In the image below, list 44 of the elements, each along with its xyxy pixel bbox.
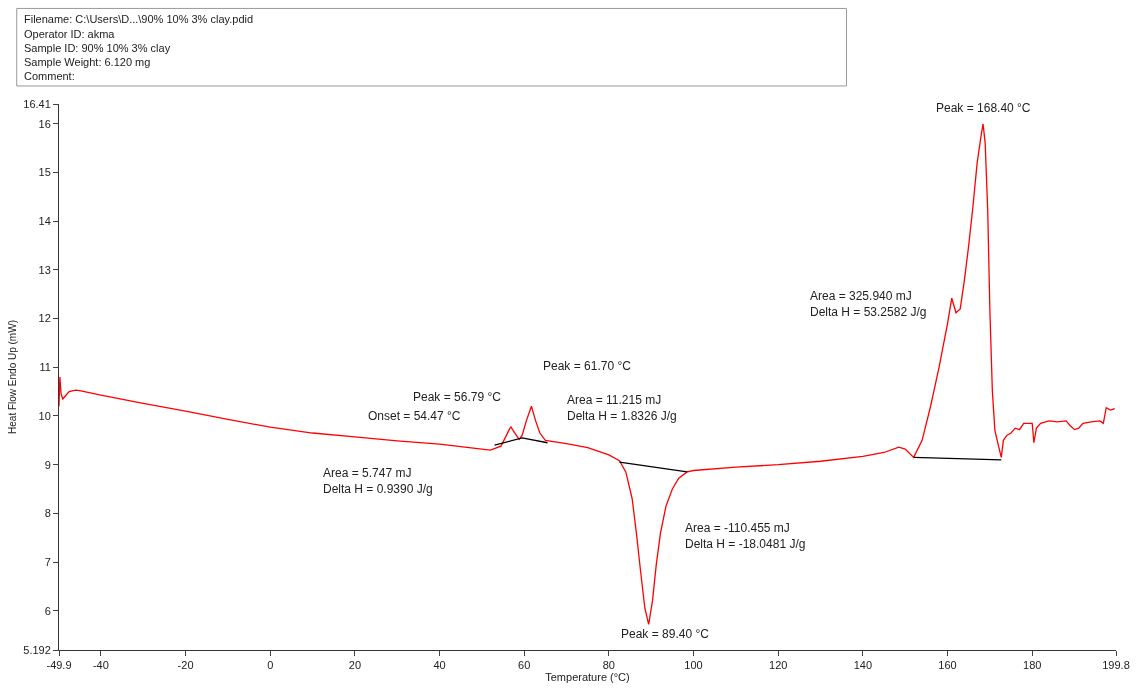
x-tick-label: 100 bbox=[684, 659, 703, 672]
x-tick-label: 0 bbox=[267, 659, 274, 672]
x-tick-label: -49.9 bbox=[46, 659, 72, 672]
annotation: Onset = 54.47 °C bbox=[368, 409, 461, 423]
line-series bbox=[59, 123, 1116, 625]
text: Sample Weight: 6.120 mg bbox=[24, 56, 151, 68]
x-tick-label: 40 bbox=[433, 659, 446, 672]
annotation: Peak = 61.70 °C bbox=[543, 359, 632, 373]
y-tick-label: 14 bbox=[38, 215, 51, 228]
y-tick-label: 5.192 bbox=[23, 643, 51, 656]
x-tick-label: 80 bbox=[602, 659, 616, 672]
y-tick-label: 8 bbox=[44, 507, 51, 520]
x-tick-label: 199.8 bbox=[1102, 659, 1130, 672]
x-tick-label: 20 bbox=[348, 659, 362, 672]
annotation: Peak = 168.40 °C bbox=[936, 101, 1031, 115]
annotation: Area = 325.940 mJ Delta H = 53.2582 J/g bbox=[810, 289, 927, 319]
x-tick-label: -20 bbox=[177, 659, 194, 672]
y-tick-label: 7 bbox=[44, 555, 51, 568]
y-tick-label: 12 bbox=[38, 312, 51, 325]
annotation: Area = 11.215 mJ Delta H = 1.8326 J/g bbox=[567, 393, 677, 423]
text: Sample ID: 90% 10% 3% clay bbox=[24, 42, 171, 54]
x-tick-label: 160 bbox=[938, 659, 957, 672]
annotation: Area = -110.455 mJ Delta H = -18.0481 J/g bbox=[685, 521, 806, 551]
text: Comment: bbox=[24, 70, 75, 82]
y-tick-label: 16 bbox=[38, 117, 51, 130]
x-tick-label: 140 bbox=[853, 659, 873, 672]
text: Operator ID: akma bbox=[24, 28, 116, 40]
y-tick-label: 15 bbox=[38, 166, 51, 179]
x-tick-label: 120 bbox=[769, 659, 788, 672]
text: Filename: C:\Users\D...\90% 10% 3% clay.pdid bbox=[24, 13, 254, 25]
x-tick-label: -40 bbox=[92, 659, 109, 672]
x-tick-label: 180 bbox=[1023, 659, 1042, 672]
annotation: Area = 5.747 mJ Delta H = 0.9390 J/g bbox=[323, 466, 433, 496]
x-tick-label: 60 bbox=[518, 659, 531, 672]
y-tick-label: 13 bbox=[38, 263, 51, 276]
y-tick-label: 9 bbox=[44, 458, 51, 471]
annotation: Peak = 89.40 °C bbox=[621, 627, 710, 641]
y-tick-label: 6 bbox=[44, 604, 51, 617]
x-axis-title: Temperature (°C) bbox=[545, 671, 630, 684]
y-tick-label: 10 bbox=[38, 409, 51, 422]
y-tick-label: 16.41 bbox=[23, 97, 51, 110]
y-axis-title: Heat Flow Endo Up (mW) bbox=[7, 320, 19, 434]
annotation: Peak = 56.79 °C bbox=[413, 390, 502, 404]
y-tick-label: 11 bbox=[39, 361, 51, 374]
